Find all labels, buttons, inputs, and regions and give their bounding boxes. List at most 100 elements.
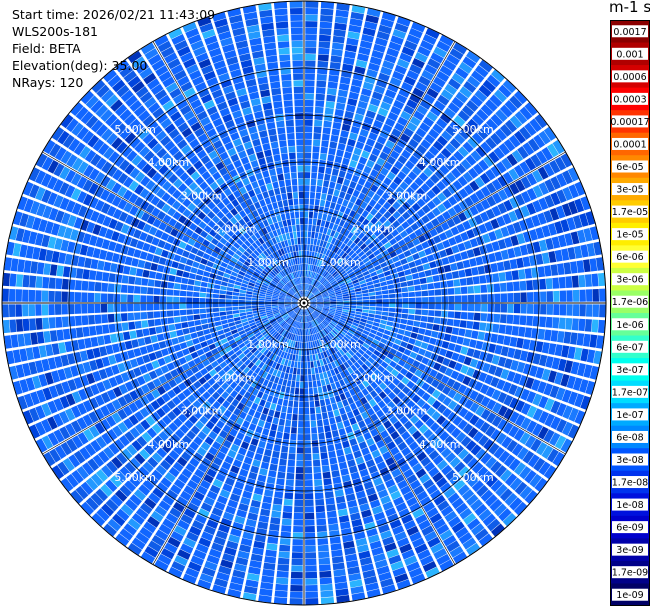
ray-gate-cell	[393, 144, 404, 154]
ray-gate-cell	[101, 465, 113, 478]
ray-gate-cell	[309, 400, 315, 408]
ray-gate-cell	[196, 250, 205, 258]
ray-gate-cell	[379, 277, 386, 283]
ray-gate-cell	[394, 531, 407, 542]
ray-gate-cell	[150, 400, 161, 411]
ray-gate-cell	[567, 247, 576, 260]
ray-gate-cell	[291, 565, 303, 572]
ray-gate-cell	[452, 381, 462, 391]
ray-gate-cell	[139, 146, 151, 158]
ray-gate-cell	[277, 282, 284, 288]
ray-gate-cell	[312, 312, 317, 318]
ray-gate-cell	[361, 447, 370, 456]
ray-gate-cell	[495, 465, 507, 478]
ray-gate-cell	[421, 69, 435, 81]
ray-gate-cell	[456, 223, 466, 233]
ray-gate-cell	[310, 305, 317, 308]
ray-gate-cell	[434, 426, 445, 437]
ray-gate-cell	[381, 249, 389, 257]
ray-gate-cell	[173, 296, 180, 303]
ray-gate-cell	[25, 215, 36, 229]
ray-gate-cell	[448, 295, 455, 303]
ray-gate-cell	[167, 536, 181, 548]
ray-gate-cell	[64, 253, 73, 265]
ray-gate-cell	[151, 360, 160, 369]
ray-gate-cell	[323, 336, 329, 343]
ray-gate-cell	[234, 264, 242, 270]
ray-gate-cell	[82, 400, 93, 413]
ray-gate-cell	[367, 493, 379, 503]
ray-gate-cell	[78, 205, 88, 218]
ray-gate-cell	[345, 425, 353, 434]
ray-gate-cell	[118, 211, 129, 223]
ray-gate-cell	[63, 366, 73, 379]
ray-gate-cell	[453, 479, 466, 491]
ray-gate-cell	[568, 184, 579, 199]
ray-gate-cell	[304, 453, 312, 461]
ray-gate-cell	[156, 188, 166, 199]
ray-gate-cell	[226, 434, 235, 443]
ray-gate-cell	[234, 221, 242, 230]
ray-gate-cell	[209, 484, 221, 495]
ray-gate-cell	[421, 525, 435, 537]
ray-gate-cell	[268, 316, 275, 321]
ray-gate-cell	[94, 293, 101, 303]
ray-gate-cell	[319, 577, 333, 585]
ray-gate-cell	[441, 130, 453, 142]
ray-gate-cell	[398, 508, 411, 519]
ray-gate-cell	[275, 583, 288, 591]
ray-gate-cell	[338, 136, 348, 145]
ray-gate-cell	[540, 304, 547, 315]
ray-gate-cell	[150, 184, 161, 195]
ray-gate-cell	[60, 239, 70, 252]
ray-gate-cell	[182, 198, 192, 208]
ray-gate-cell	[279, 310, 286, 314]
ray-gate-cell	[51, 370, 61, 383]
ray-gate-cell	[376, 424, 386, 434]
ray-gate-cell	[246, 351, 253, 359]
ray-gate-cell	[202, 215, 211, 225]
ray-gate-cell	[526, 280, 534, 291]
ray-gate-cell	[152, 255, 161, 264]
ray-gate-cell	[114, 293, 121, 303]
ray-gate-cell	[437, 403, 447, 414]
ray-gate-cell	[458, 532, 473, 545]
ray-gate-cell	[84, 208, 94, 220]
ray-gate-cell	[114, 353, 123, 363]
ray-gate-cell	[17, 333, 25, 347]
ray-gate-cell	[289, 311, 295, 316]
ray-gate-cell	[248, 245, 256, 252]
ray-gate-cell	[522, 338, 531, 350]
ray-gate-cell	[395, 502, 408, 513]
ray-gate-cell	[308, 293, 313, 299]
ray-gate-cell	[291, 552, 303, 559]
ray-gate-cell	[60, 441, 73, 456]
ray-gate-cell	[496, 261, 505, 272]
ray-gate-cell	[568, 200, 578, 215]
ray-gate-cell	[446, 423, 457, 434]
ray-gate-cell	[407, 425, 418, 435]
ray-gate-cell	[386, 441, 397, 451]
ray-gate-cell	[513, 292, 521, 303]
ray-gate-cell	[173, 283, 181, 290]
ray-gate-cell	[591, 273, 599, 287]
ray-gate-cell	[233, 242, 241, 249]
ray-gate-cell	[121, 145, 133, 158]
ray-gate-cell	[261, 235, 268, 243]
ray-gate-cell	[135, 329, 144, 338]
ray-gate-cell	[48, 207, 59, 221]
ray-gate-cell	[248, 319, 255, 324]
ray-gate-cell	[90, 99, 104, 114]
ray-gate-cell	[309, 305, 316, 309]
ray-gate-cell	[181, 451, 192, 462]
ray-gate-cell	[252, 493, 263, 502]
ray-gate-cell	[308, 284, 311, 291]
ray-gate-cell	[541, 445, 554, 459]
ray-gate-cell	[488, 151, 500, 164]
ray-gate-cell	[318, 275, 323, 282]
ray-gate-cell	[264, 278, 271, 284]
ray-gate-cell	[316, 305, 324, 307]
ray-gate-cell	[392, 210, 401, 220]
ray-gate-cell	[324, 221, 330, 228]
ray-gate-cell	[286, 293, 293, 297]
